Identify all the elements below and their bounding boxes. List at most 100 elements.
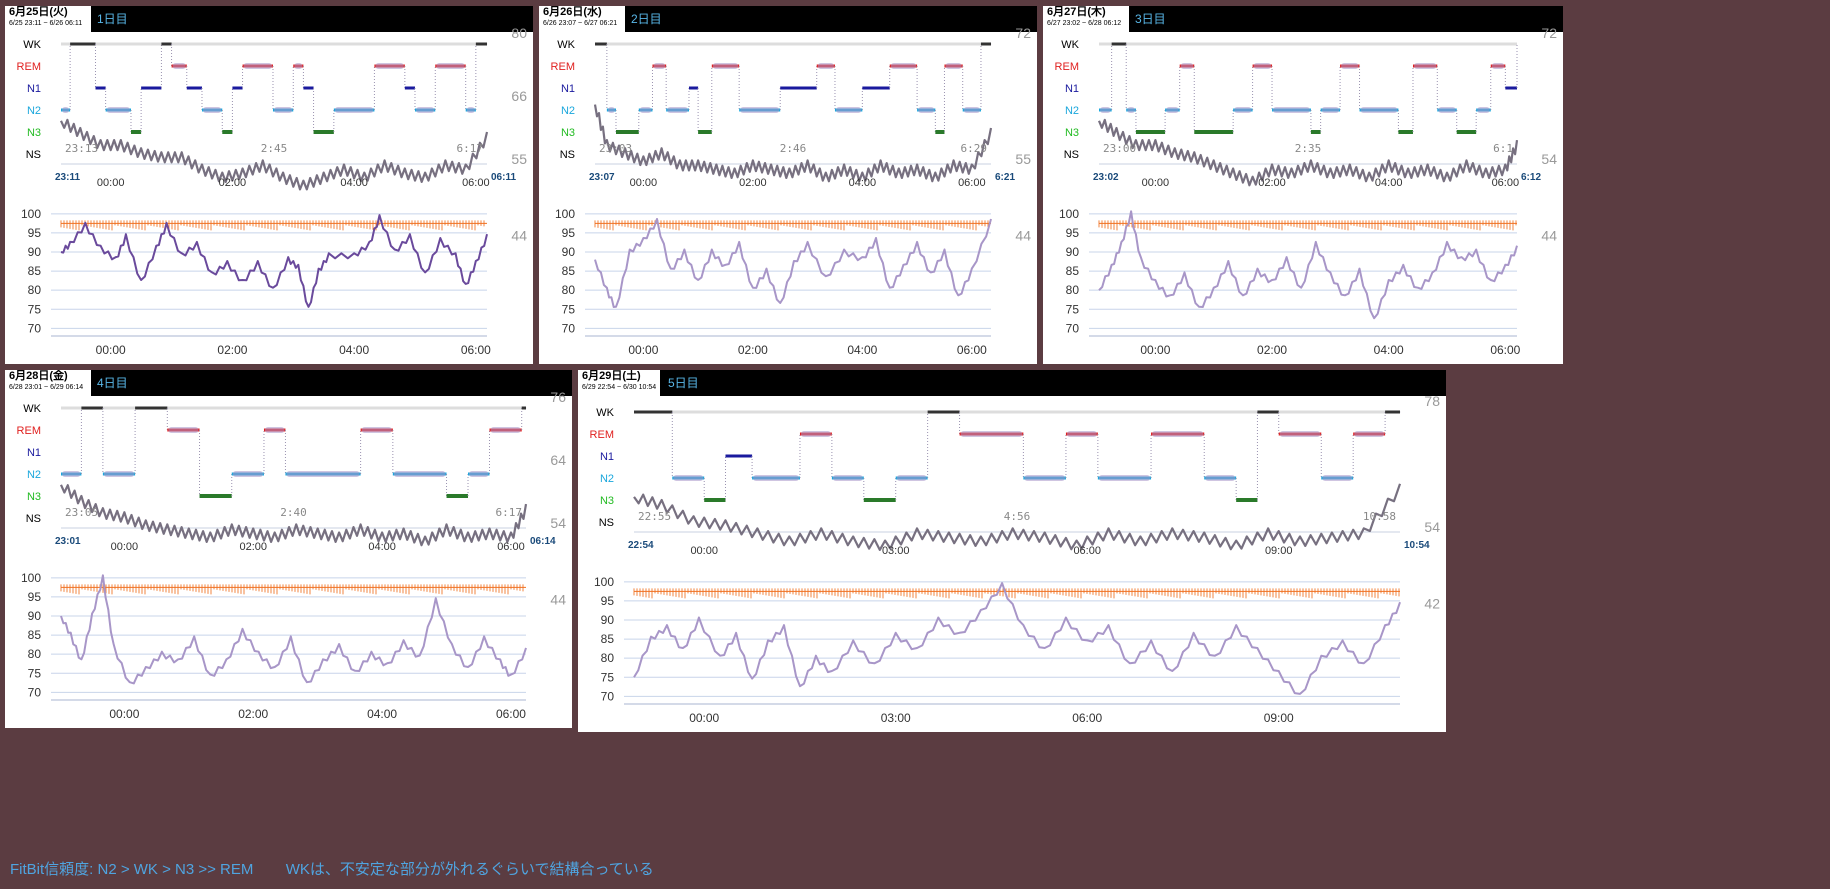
spo2-y-tick: 85 <box>28 628 42 642</box>
hypno-time-tick: 04:00 <box>368 541 396 553</box>
orange-ticks <box>60 584 524 595</box>
marker-left: 23:03 <box>599 142 632 155</box>
spo2-y-tick: 75 <box>1066 302 1080 316</box>
spo2-time-tick: 02:00 <box>238 707 268 721</box>
night-range: 6/27 23:02 ~ 6/28 06:12 <box>1047 20 1122 27</box>
sleep-chart: WK REM N1 N2 N3 NS 23:03 2:46 6:29 23:07 6:21 72 55 0… <box>551 25 1032 357</box>
start-time: 23:01 <box>55 536 81 547</box>
spo2-y-tick: 90 <box>601 613 615 627</box>
wk-note-text: WKは、不安定な部分が外れるぐらいで結構合っている <box>285 861 654 878</box>
spo2-side-value: 42 <box>1424 596 1440 612</box>
spo2-time-tick: 00:00 <box>1140 343 1170 357</box>
stage-label-n1: N1 <box>561 83 575 95</box>
heart-rate-line <box>593 104 993 183</box>
spo2-y-tick: 80 <box>1066 283 1080 297</box>
stage-label-n2: N2 <box>600 473 614 485</box>
spo2-y-tick: 85 <box>601 632 615 646</box>
day-label: 5日目 <box>668 376 699 390</box>
sleep-chart: WK REM N1 N2 N3 NS 23:13 2:45 6:17 23:11 06:11 80 66… <box>17 25 528 357</box>
spo2-y-tick: 85 <box>1066 264 1080 278</box>
spo2-time-tick: 06:00 <box>496 707 526 721</box>
spo2-time-tick: 04:00 <box>1374 343 1404 357</box>
stage-label-wk: WK <box>596 407 614 419</box>
hypno-time-tick: 00:00 <box>111 541 139 553</box>
sleep-duration: 2:46 <box>780 142 807 155</box>
spo2-side-value: 44 <box>550 592 566 608</box>
stage-label-rem: REM <box>1055 61 1079 73</box>
hypno-time-tick: 06:00 <box>958 177 986 189</box>
stage-label-rem: REM <box>17 425 41 437</box>
stage-label-n1: N1 <box>600 451 614 463</box>
stage-label-rem: REM <box>590 429 614 441</box>
spo2-time-tick: 02:00 <box>738 343 768 357</box>
marker-right: 6:17 <box>496 506 523 519</box>
spo2-line <box>60 574 527 685</box>
hypno-time-tick: 00:00 <box>630 177 658 189</box>
panel-header: 6月28日(金) 6/28 23:01 ~ 6/29 06:14 4日目 <box>5 370 572 396</box>
night-panel-4: 6月28日(金) 6/28 23:01 ~ 6/29 06:14 4日目 WK REM N… <box>5 370 572 728</box>
sleep-chart: WK REM N1 N2 N3 NS 23:05 2:40 6:17 23:01 06:14 76 64… <box>17 389 567 721</box>
end-time: 06:11 <box>491 172 516 183</box>
spo2-y-tick: 90 <box>28 609 42 623</box>
heart-rate-line <box>59 118 489 191</box>
spo2-line <box>594 218 992 308</box>
date-box: 6月29日(土) 6/29 22:54 ~ 6/30 10:54 <box>578 370 660 396</box>
hr-scale-label: 64 <box>550 452 566 468</box>
sleep-chart: WK REM N1 N2 N3 NS 22:55 4:56 10:58 22:54 10:54 78 5… <box>590 393 1441 725</box>
date-box: 6月25日(火) 6/25 23:11 ~ 6/26 06:11 <box>5 6 91 32</box>
hypno-time-tick: 00:00 <box>690 545 718 557</box>
hypno-time-tick: 02:00 <box>239 541 267 553</box>
spo2-y-tick: 95 <box>28 226 42 240</box>
stage-label-rem: REM <box>551 61 575 73</box>
sleep-duration: 2:45 <box>261 142 288 155</box>
sleep-duration: 2:40 <box>280 506 307 519</box>
date-box: 6月26日(水) 6/26 23:07 ~ 6/27 06:21 <box>539 6 625 32</box>
spo2-time-tick: 09:00 <box>1264 711 1294 725</box>
marker-right: 6:17 <box>457 142 484 155</box>
start-time: 23:11 <box>55 172 80 183</box>
reliability-text: FitBit信頼度: N2 > WK > N3 >> REM <box>10 861 254 878</box>
hypno-time-tick: 00:00 <box>1142 177 1170 189</box>
hypno-time-tick: 02:00 <box>1258 177 1286 189</box>
spo2-y-tick: 75 <box>28 302 42 316</box>
hr-scale-label: 80 <box>511 25 527 41</box>
night-range: 6/25 23:11 ~ 6/26 06:11 <box>9 20 83 27</box>
stage-label-n2: N2 <box>27 469 41 481</box>
spo2-y-tick: 95 <box>562 226 576 240</box>
sleep-duration: 4:56 <box>1004 510 1031 523</box>
spo2-y-tick: 80 <box>28 283 42 297</box>
panel-header: 6月27日(木) 6/27 23:02 ~ 6/28 06:12 3日目 <box>1043 6 1563 32</box>
spo2-y-tick: 95 <box>1066 226 1080 240</box>
stage-label-ns: NS <box>26 149 41 161</box>
spo2-y-tick: 70 <box>601 689 615 703</box>
night-panel-5: 6月29日(土) 6/29 22:54 ~ 6/30 10:54 5日目 WK REM N… <box>578 370 1446 732</box>
day-label: 3日目 <box>1135 12 1166 26</box>
orange-ticks <box>594 220 989 231</box>
spo2-time-tick: 03:00 <box>881 711 911 725</box>
spo2-time-tick: 04:00 <box>847 343 877 357</box>
hypno-time-tick: 09:00 <box>1265 545 1293 557</box>
panel-header: 6月25日(火) 6/25 23:11 ~ 6/26 06:11 1日目 <box>5 6 533 32</box>
night-range: 6/29 22:54 ~ 6/30 10:54 <box>582 384 657 391</box>
spo2-time-tick: 06:00 <box>957 343 987 357</box>
spo2-line <box>60 214 488 308</box>
spo2-y-tick: 70 <box>562 321 576 335</box>
hypno-time-tick: 00:00 <box>97 177 125 189</box>
night-date: 6月25日(火) <box>9 6 68 18</box>
marker-right: 6:1 <box>1493 142 1513 155</box>
hypno-time-tick: 02:00 <box>739 177 767 189</box>
stage-label-n3: N3 <box>27 491 41 503</box>
night-panel-3: 6月27日(木) 6/27 23:02 ~ 6/28 06:12 3日目 WK REM N… <box>1043 6 1563 364</box>
spo2-time-tick: 06:00 <box>1072 711 1102 725</box>
night-panel-2: 6月26日(水) 6/26 23:07 ~ 6/27 06:21 2日目 WK REM N… <box>539 6 1037 364</box>
end-time: 6:21 <box>995 172 1015 183</box>
night-date: 6月28日(金) <box>9 370 68 382</box>
hr-scale-label: 76 <box>550 389 566 405</box>
spo2-y-tick: 85 <box>28 264 42 278</box>
spo2-y-tick: 80 <box>562 283 576 297</box>
spo2-line <box>633 582 1401 695</box>
panel-header: 6月26日(水) 6/26 23:07 ~ 6/27 06:21 2日目 <box>539 6 1037 32</box>
marker-left: 22:55 <box>638 510 671 523</box>
night-date: 6月29日(土) <box>582 370 641 382</box>
spo2-y-tick: 70 <box>28 685 42 699</box>
